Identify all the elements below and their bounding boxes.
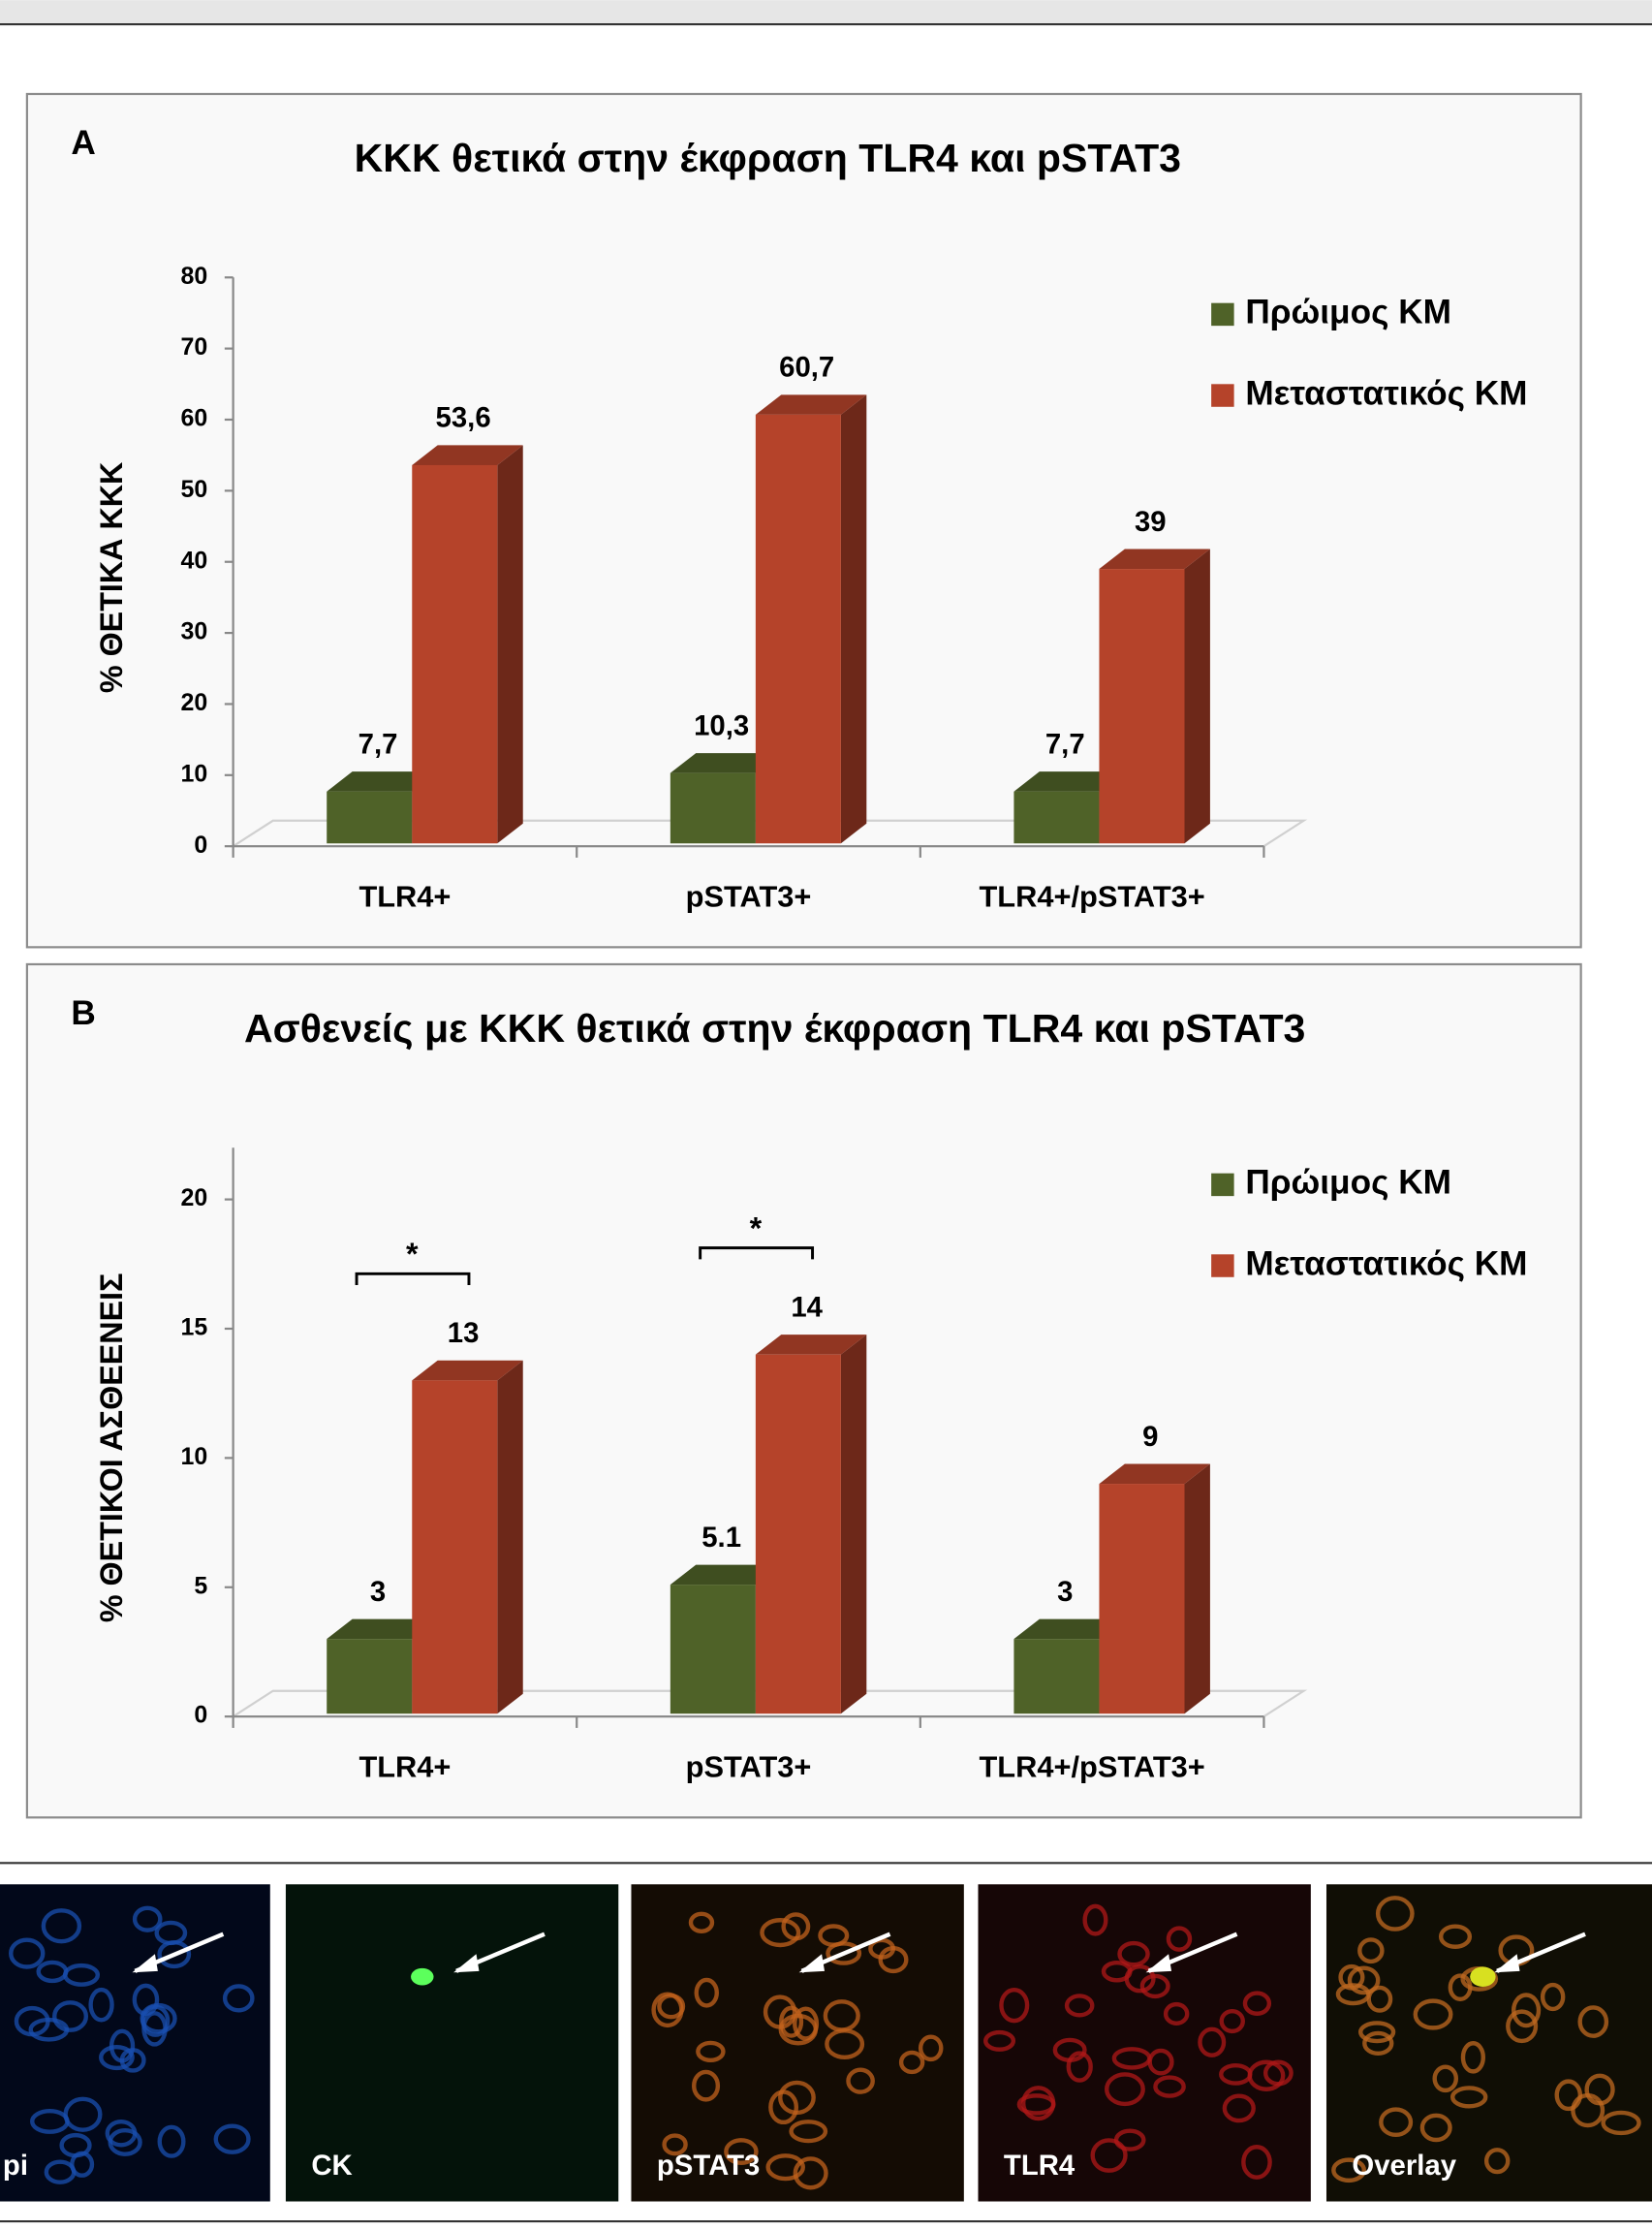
cell [1470, 1966, 1495, 1987]
y-tick-label: 30 [180, 618, 207, 645]
bar [670, 773, 756, 844]
y-tick-label: 0 [194, 1702, 207, 1729]
micrograph-label: TLR4 [1004, 2150, 1075, 2182]
legend-label: Μεταστατικός ΚΜ [1245, 1244, 1527, 1282]
micrograph-label: pSTAT3 [657, 2150, 760, 2182]
y-tick-label: 70 [180, 333, 207, 361]
chart-title: Ασθενείς με ΚΚΚ θετικά στην έκφραση TLR4… [244, 1006, 1305, 1051]
micrograph-label: Overlay [1352, 2150, 1456, 2182]
y-tick-label: 60 [180, 405, 207, 432]
y-tick-label: 10 [180, 1443, 207, 1470]
data-label: 3 [1057, 1576, 1073, 1608]
y-tick-label: 5 [194, 1572, 207, 1599]
x-tick-label: TLR4+/pSTAT3+ [979, 1750, 1204, 1784]
data-label: 10,3 [694, 709, 749, 741]
legend-label: Πρώιμος ΚΜ [1245, 1164, 1451, 1202]
bar [670, 1585, 756, 1713]
micrograph-label: pi [3, 2150, 28, 2182]
y-tick-label: 20 [180, 689, 207, 716]
bar [756, 1355, 841, 1714]
annotation: * [406, 1237, 419, 1272]
y-tick-label: 10 [180, 760, 207, 787]
figure: A ΚΚΚ θετικά στην έκφραση TLR4 και pSTAT3… [0, 0, 1652, 2230]
legend-label: Πρώιμος ΚΜ [1245, 294, 1451, 331]
bar-side [841, 394, 866, 843]
bar-side [1185, 1464, 1210, 1714]
data-label: 5.1 [701, 1522, 741, 1554]
bar-side [841, 1335, 866, 1713]
y-tick-label: 50 [180, 476, 207, 503]
legend-label: Μεταστατικός ΚΜ [1245, 374, 1527, 412]
bar [756, 415, 841, 843]
panel-letter: B [71, 994, 95, 1032]
data-label: 3 [370, 1576, 386, 1608]
bar [1099, 1484, 1184, 1713]
data-label: 7,7 [1045, 728, 1085, 760]
bar [412, 465, 497, 843]
panel-letter: A [71, 124, 95, 162]
bar-side [1185, 550, 1210, 844]
bar [412, 1380, 497, 1713]
legend-swatch [1211, 384, 1233, 406]
top-band [0, 0, 1652, 24]
y-tick-label: 40 [180, 547, 207, 574]
y-tick-label: 80 [180, 263, 207, 290]
micrograph-label: CK [311, 2150, 352, 2182]
chart-title: ΚΚΚ θετικά στην έκφραση TLR4 και pSTAT3 [355, 136, 1181, 180]
data-label: 60,7 [779, 352, 834, 384]
data-label: 9 [1142, 1421, 1158, 1453]
x-tick-label: TLR4+ [358, 880, 451, 914]
bar [327, 1639, 412, 1713]
bar [327, 792, 412, 844]
data-label: 14 [791, 1291, 823, 1323]
legend-swatch [1211, 1174, 1233, 1196]
y-axis-label: % ΘΕΤΙΚΟΙ ΑΣΘΕΕΝΕΙΣ [94, 1273, 129, 1623]
legend-swatch [1211, 1254, 1233, 1276]
bar [1013, 1639, 1099, 1713]
bar [1099, 569, 1184, 843]
y-tick-label: 20 [180, 1184, 207, 1211]
bar [1013, 792, 1099, 844]
y-axis-label: % ΘΕΤΙΚΑ ΚΚΚ [94, 462, 129, 693]
x-tick-label: pSTAT3+ [686, 1750, 812, 1784]
annotation: * [750, 1211, 763, 1246]
y-tick-label: 15 [180, 1314, 207, 1341]
bar-side [497, 445, 522, 843]
data-label: 13 [448, 1317, 480, 1349]
y-tick-label: 0 [194, 832, 207, 859]
cell [411, 1968, 433, 1986]
data-label: 39 [1135, 506, 1167, 538]
x-tick-label: TLR4+ [358, 1750, 451, 1784]
data-label: 7,7 [358, 728, 398, 760]
bar-side [497, 1361, 522, 1713]
x-tick-label: pSTAT3+ [686, 880, 812, 914]
x-tick-label: TLR4+/pSTAT3+ [979, 880, 1204, 914]
page: A ΚΚΚ θετικά στην έκφραση TLR4 και pSTAT3… [0, 0, 1652, 2230]
data-label: 53,6 [436, 402, 491, 434]
legend-swatch [1211, 303, 1233, 326]
